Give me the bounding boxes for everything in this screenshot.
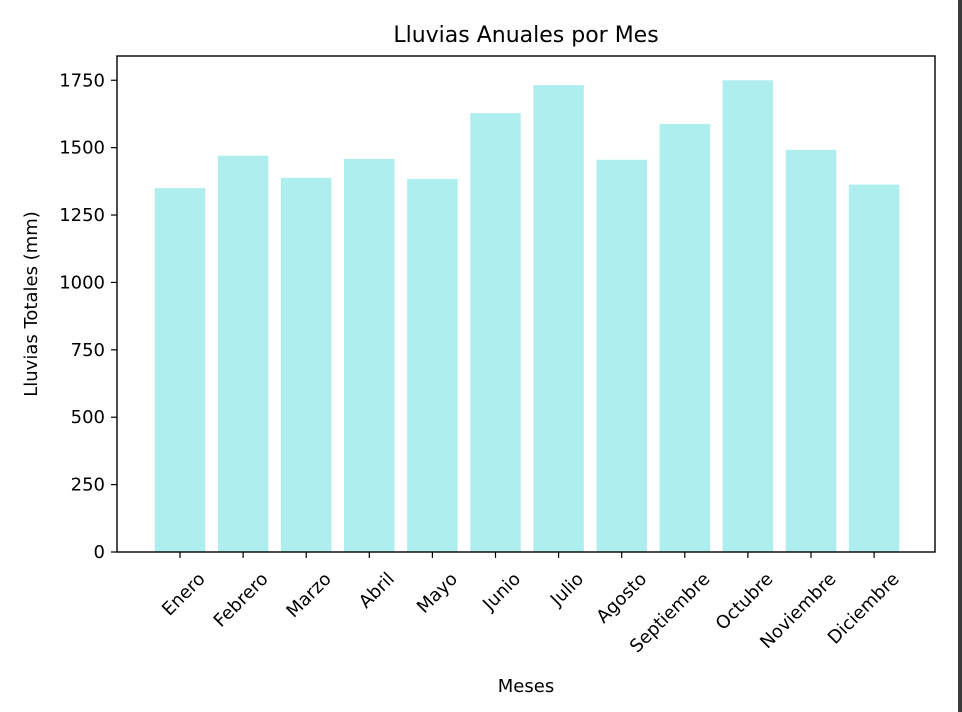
y-tick-label: 250	[71, 475, 105, 496]
x-tick-label: Febrero	[210, 569, 273, 632]
y-tick-label: 500	[71, 407, 105, 428]
y-tick-label: 1500	[59, 138, 105, 159]
y-tick-label: 1000	[59, 272, 105, 293]
bar-marzo	[280, 177, 332, 552]
chart-title: Lluvias Anuales por Mes	[393, 23, 658, 48]
bar-diciembre	[848, 184, 900, 552]
x-tick-label: Octubre	[712, 569, 778, 635]
x-tick-label: Julio	[546, 569, 588, 611]
window-edge	[958, 0, 962, 712]
y-tick-label: 1750	[59, 70, 105, 91]
x-tick-label: Junio	[478, 569, 525, 616]
bar-enero	[154, 188, 206, 552]
bar-febrero	[217, 155, 269, 553]
plot-frame	[116, 55, 936, 553]
bar-agosto	[596, 159, 647, 552]
bar-septiembre	[659, 123, 711, 553]
x-tick-label: Enero	[158, 569, 210, 621]
bar-abril	[344, 158, 395, 552]
y-tick-label: 0	[94, 542, 105, 563]
bars-group	[154, 80, 900, 553]
y-axis: 0 250 500 750 1000 1250 1500 1750	[59, 70, 117, 563]
bar-mayo	[407, 178, 458, 553]
x-tick-label: Agosto	[592, 569, 651, 628]
x-tick-label: Abril	[355, 569, 399, 613]
bar-octubre	[722, 80, 774, 552]
x-axis: Enero Febrero Marzo Abril Mayo Junio Julio Agos…	[158, 552, 904, 657]
x-axis-label: Meses	[498, 676, 554, 697]
x-tick-label: Mayo	[413, 569, 462, 618]
bar-julio	[533, 85, 584, 553]
bar-junio	[470, 113, 521, 553]
y-tick-label: 750	[71, 340, 105, 361]
x-tick-label: Marzo	[282, 569, 335, 622]
y-tick-label: 1250	[59, 205, 105, 226]
bar-noviembre	[785, 149, 837, 552]
y-axis-label: Lluvias Totales (mm)	[21, 211, 42, 397]
